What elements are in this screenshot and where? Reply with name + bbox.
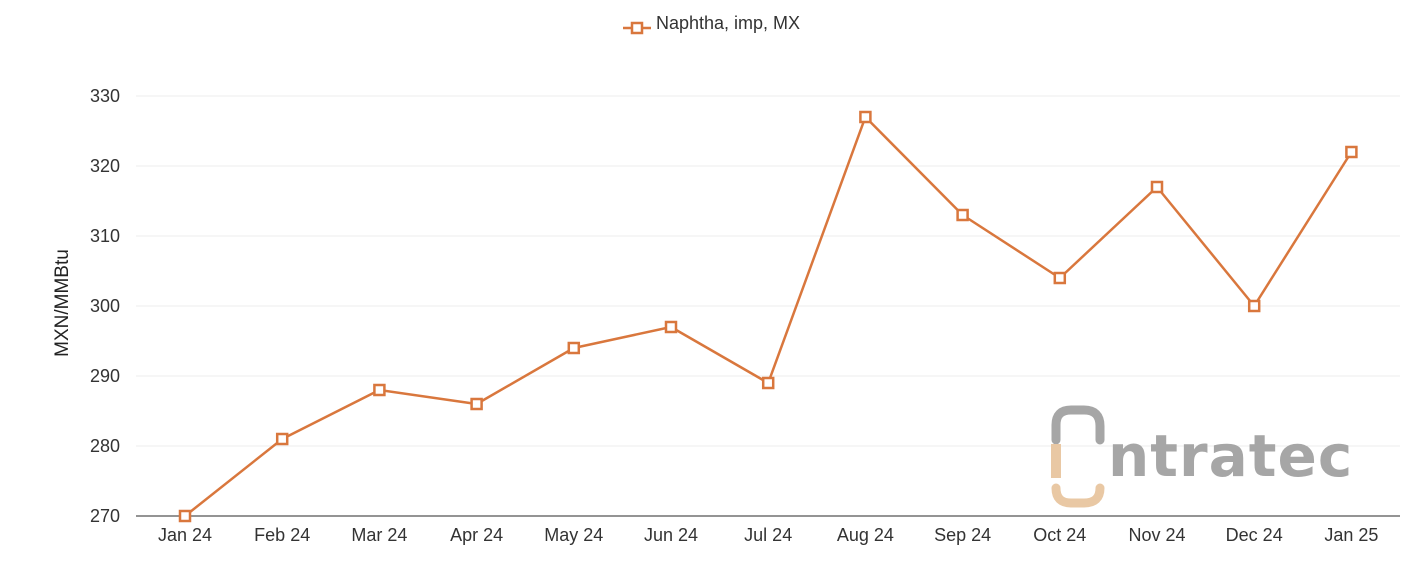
y-axis-title: MXN/MMBtu xyxy=(52,249,73,357)
x-tick-label-0: Jan 24 xyxy=(158,525,212,545)
x-tick-label-3: Apr 24 xyxy=(450,525,503,545)
y-tick-label-280: 280 xyxy=(90,436,120,456)
x-tick-label-4: May 24 xyxy=(544,525,603,545)
intratec-watermark-logo: ntratec xyxy=(1051,405,1353,508)
data-point-9 xyxy=(1053,271,1067,285)
legend-label: Naphtha, imp, MX xyxy=(656,13,800,33)
data-point-0 xyxy=(178,509,192,523)
x-tick-label-11: Dec 24 xyxy=(1226,525,1283,545)
x-tick-label-10: Nov 24 xyxy=(1128,525,1185,545)
legend-marker xyxy=(630,21,644,35)
y-tick-label-330: 330 xyxy=(90,86,120,106)
data-point-12 xyxy=(1345,145,1358,159)
data-point-4 xyxy=(567,341,581,355)
x-tick-label-5: Jun 24 xyxy=(644,525,698,545)
x-tick-label-6: Jul 24 xyxy=(744,525,792,545)
data-point-8 xyxy=(956,208,969,222)
logo-arc-bottom xyxy=(1051,483,1105,508)
x-tick-label-8: Sep 24 xyxy=(934,525,991,545)
data-point-6 xyxy=(761,376,775,390)
axes: 270 280 290 300 310 320 330 Jan 24 Feb 24 Mar 24 A… xyxy=(90,86,1400,545)
data-point-1 xyxy=(275,432,289,446)
x-tick-label-2: Mar 24 xyxy=(351,525,407,545)
data-point-3 xyxy=(470,397,483,411)
data-point-7 xyxy=(859,110,872,124)
data-point-5 xyxy=(664,320,678,334)
y-tick-label-270: 270 xyxy=(90,506,120,526)
y-tick-label-310: 310 xyxy=(90,226,120,246)
x-tick-label-12: Jan 25 xyxy=(1324,525,1378,545)
y-tick-label-300: 300 xyxy=(90,296,120,316)
x-tick-label-9: Oct 24 xyxy=(1033,525,1086,545)
y-tick-label-320: 320 xyxy=(90,156,120,176)
legend: Naphtha, imp, MX xyxy=(623,13,800,35)
x-tick-label-1: Feb 24 xyxy=(254,525,310,545)
data-point-11 xyxy=(1247,299,1261,313)
logo-arc-top xyxy=(1051,405,1105,445)
y-tick-label-290: 290 xyxy=(90,366,120,386)
series xyxy=(178,110,1358,523)
watermark-text: ntratec xyxy=(1108,422,1353,490)
gridlines xyxy=(136,95,1400,447)
data-point-10 xyxy=(1150,180,1164,194)
x-tick-label-7: Aug 24 xyxy=(837,525,894,545)
data-point-2 xyxy=(373,383,386,397)
logo-bar xyxy=(1051,444,1061,478)
